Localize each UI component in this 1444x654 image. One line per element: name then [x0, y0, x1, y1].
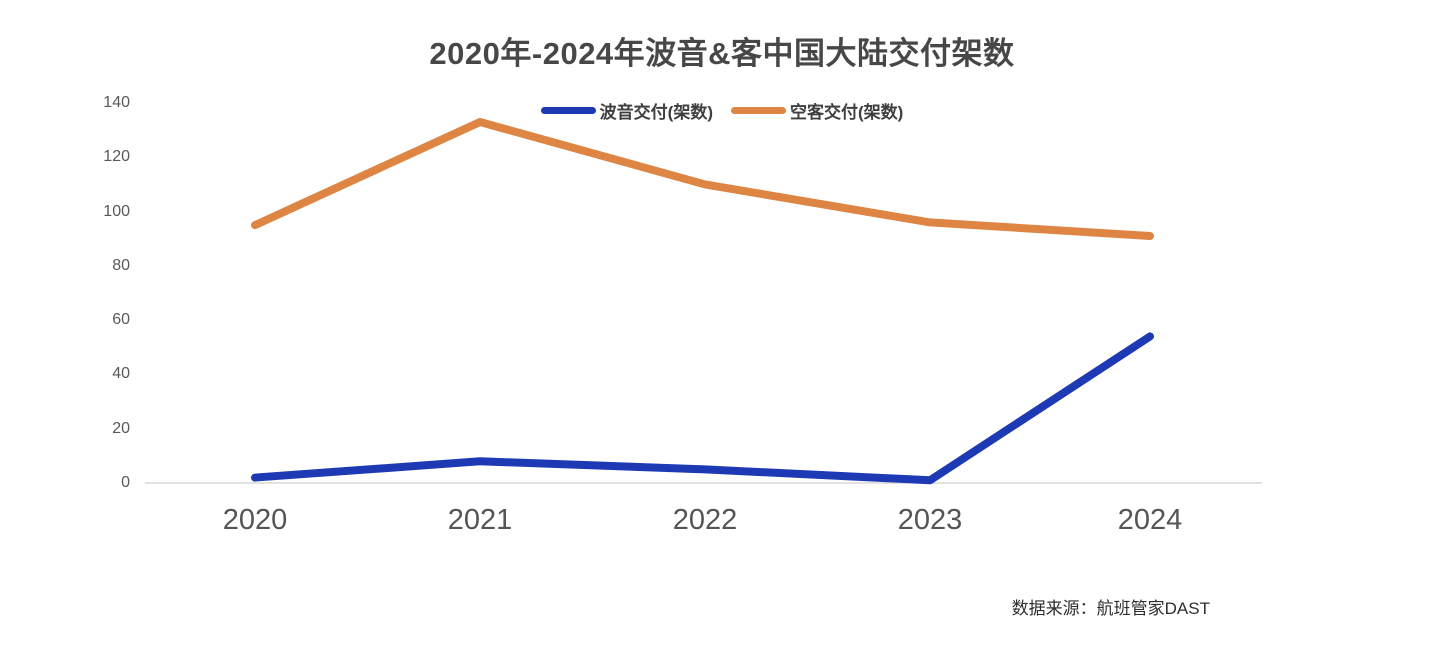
y-tick-label: 40 [112, 365, 130, 383]
legend-item-boeing: 波音交付(架数) [540, 98, 713, 123]
airbus-line-swatch [731, 107, 786, 114]
y-tick-label: 120 [103, 148, 130, 166]
legend-item-airbus: 空客交付(架数) [731, 98, 903, 123]
y-tick-label: 80 [112, 256, 130, 274]
boeing-line-swatch [540, 107, 596, 114]
boeing-series-line [251, 332, 1154, 485]
data-source-note: 数据来源：航班管家DAST [1011, 599, 1210, 618]
x-tick-label: 2021 [447, 504, 513, 536]
x-tick-label: 2024 [1117, 504, 1183, 536]
y-tick-label: 100 [103, 202, 130, 220]
airbus-series-line [251, 118, 1154, 240]
legend: 波音交付(架数) 空客交付(架数) [0, 98, 1444, 123]
x-tick-label: 2023 [897, 504, 963, 536]
y-tick-label: 0 [121, 474, 130, 491]
legend-label-boeing: 波音交付(架数) [599, 103, 713, 122]
y-tick-label: 60 [112, 311, 130, 329]
y-tick-label: 20 [112, 419, 130, 437]
x-tick-label: 2020 [222, 504, 288, 536]
legend-label-airbus: 空客交付(架数) [790, 103, 904, 122]
x-tick-label: 2022 [672, 504, 738, 536]
y-tick-label: 140 [103, 94, 130, 111]
chart-title: 2020年-2024年波音&客中国大陆交付架数 [429, 36, 1015, 71]
